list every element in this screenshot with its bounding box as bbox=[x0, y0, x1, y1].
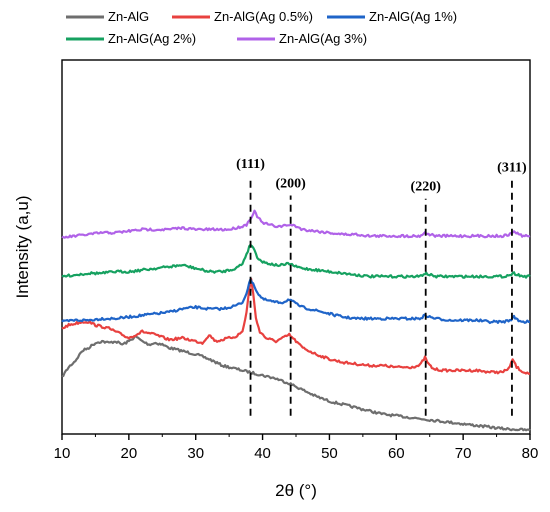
x-tick-label-2: 30 bbox=[187, 445, 204, 462]
x-tick-label-3: 40 bbox=[254, 445, 271, 462]
peak-label-1: (200) bbox=[275, 176, 306, 191]
legend-label-4: Zn-AlG(Ag 3%) bbox=[279, 31, 367, 46]
x-tick-label-4: 50 bbox=[321, 445, 338, 462]
legend-label-1: Zn-AlG(Ag 0.5%) bbox=[214, 9, 313, 24]
peak-label-0: (111) bbox=[236, 157, 265, 172]
x-axis-title: 2θ (°) bbox=[275, 481, 317, 500]
peak-label-3: (311) bbox=[497, 160, 527, 175]
series-line-4 bbox=[61, 209, 531, 239]
x-tick-label-7: 80 bbox=[522, 445, 539, 462]
x-tick-label-5: 60 bbox=[388, 445, 405, 462]
legend: Zn-AlG Zn-AlG(Ag 0.5%) Zn-AlG(Ag 1%)Zn-AlG… bbox=[66, 9, 457, 46]
series-layer bbox=[61, 209, 531, 432]
series-line-0 bbox=[61, 334, 531, 432]
legend-label-0: Zn-AlG bbox=[108, 9, 149, 24]
plot-frame bbox=[61, 59, 531, 435]
legend-label-2: Zn-AlG(Ag 1%) bbox=[369, 9, 457, 24]
series-line-1 bbox=[61, 278, 531, 375]
y-axis-title: Intensity (a,u) bbox=[13, 196, 32, 299]
series-line-2 bbox=[61, 278, 531, 325]
peak-label-2: (220) bbox=[411, 180, 442, 195]
annotation-layer: (111) (200) (220) (311) bbox=[236, 157, 527, 416]
x-axis: 10 20 30 40 50 60 70 80 bbox=[54, 434, 539, 462]
x-tick-label-6: 70 bbox=[455, 445, 472, 462]
x-tick-label-1: 20 bbox=[121, 445, 138, 462]
x-tick-label-0: 10 bbox=[54, 445, 71, 462]
series-line-3 bbox=[61, 243, 531, 279]
legend-label-3: Zn-AlG(Ag 2%) bbox=[108, 31, 196, 46]
